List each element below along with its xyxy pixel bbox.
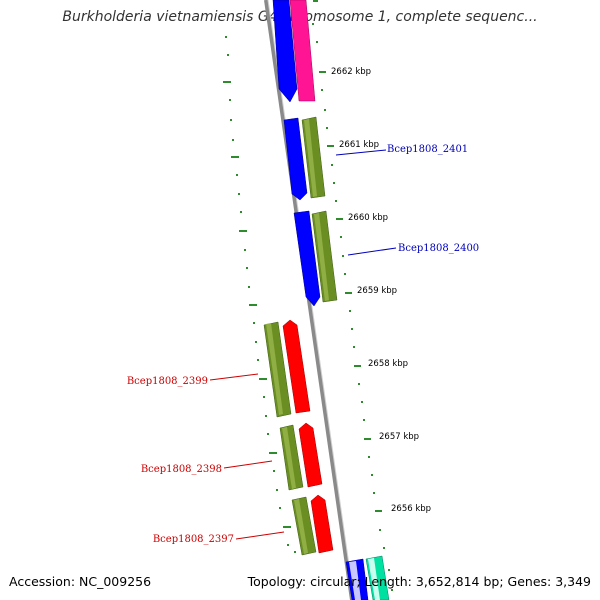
- topology-text: Topology: circular; Length: 3,652,814 bp…: [247, 574, 591, 589]
- gene-label-bcep1808-2397[interactable]: Bcep1808_2397: [153, 534, 234, 545]
- accession-text: Accession: NC_009256: [9, 574, 152, 589]
- gene-arrow-pink[interactable]: [289, 0, 316, 102]
- gc-track-left: [223, 36, 296, 553]
- gene-arrow-blue[interactable]: [272, 0, 298, 103]
- kbp-label: 2660 kbp: [348, 213, 388, 223]
- gene-arrow-bcep1808-2401[interactable]: [283, 117, 308, 201]
- gene-labels: Bcep1808_2401 Bcep1808_2400 Bcep1808_239…: [127, 144, 479, 545]
- kbp-label: 2658 kbp: [368, 359, 408, 369]
- kbp-label: 2662 kbp: [331, 67, 371, 77]
- gene-label-bcep1808-2401[interactable]: Bcep1808_2401: [387, 144, 468, 155]
- kbp-label: 2659 kbp: [357, 286, 397, 296]
- gene-arrow-bcep1808-2398[interactable]: [298, 422, 323, 488]
- gene-leader-lines: [209, 149, 397, 540]
- kbp-label: 2661 kbp: [339, 140, 379, 150]
- gene-arrow-bcep1808-2400[interactable]: [293, 210, 321, 307]
- gene-label-bcep1808-2399[interactable]: Bcep1808_2399: [127, 376, 208, 387]
- gene-arrow-bcep1808-2399[interactable]: [282, 319, 311, 414]
- gc-track-right: [312, 0, 393, 591]
- kbp-label: 2656 kbp: [391, 504, 431, 514]
- kbp-scale-labels: 2662 kbp 2661 kbp 2660 kbp 2659 kbp 2658…: [331, 67, 431, 514]
- gene-arrow-bcep1808-2397[interactable]: [310, 494, 334, 554]
- gene-label-bcep1808-2400[interactable]: Bcep1808_2400: [398, 243, 479, 254]
- kbp-label: 2657 kbp: [379, 432, 419, 442]
- gene-label-bcep1808-2398[interactable]: Bcep1808_2398: [141, 464, 222, 475]
- gene-features: [263, 0, 390, 600]
